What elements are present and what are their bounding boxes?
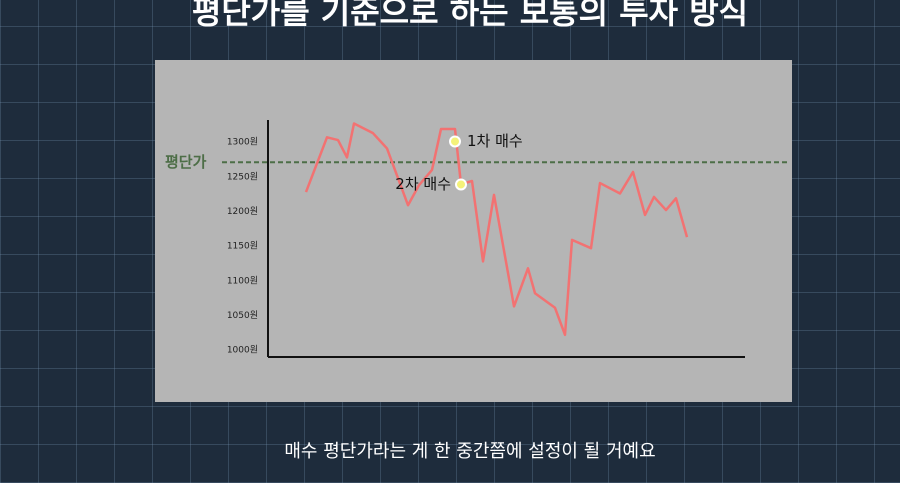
y-tick-label: 1250원: [227, 171, 258, 182]
y-tick-label: 1300원: [227, 137, 258, 148]
y-tick-label: 1050원: [227, 310, 258, 321]
y-tick-label: 1000원: [227, 345, 258, 356]
chart-title: 평단가를 기준으로 하는 보통의 투자 방식: [192, 0, 748, 31]
buy-label: 1차 매수: [467, 132, 523, 150]
price-line: [304, 122, 689, 337]
average-label: 평단가: [165, 153, 207, 171]
buy-label: 2차 매수: [395, 175, 451, 193]
y-tick-label: 1200원: [227, 206, 258, 217]
caption: 매수 평단가라는 게 한 중간쯤에 설정이 될 거예요: [284, 441, 655, 462]
y-tick-label: 1100원: [227, 275, 258, 286]
y-tick-label: 1150원: [227, 241, 258, 252]
buy-point: [455, 178, 467, 191]
buy-point: [449, 135, 461, 148]
